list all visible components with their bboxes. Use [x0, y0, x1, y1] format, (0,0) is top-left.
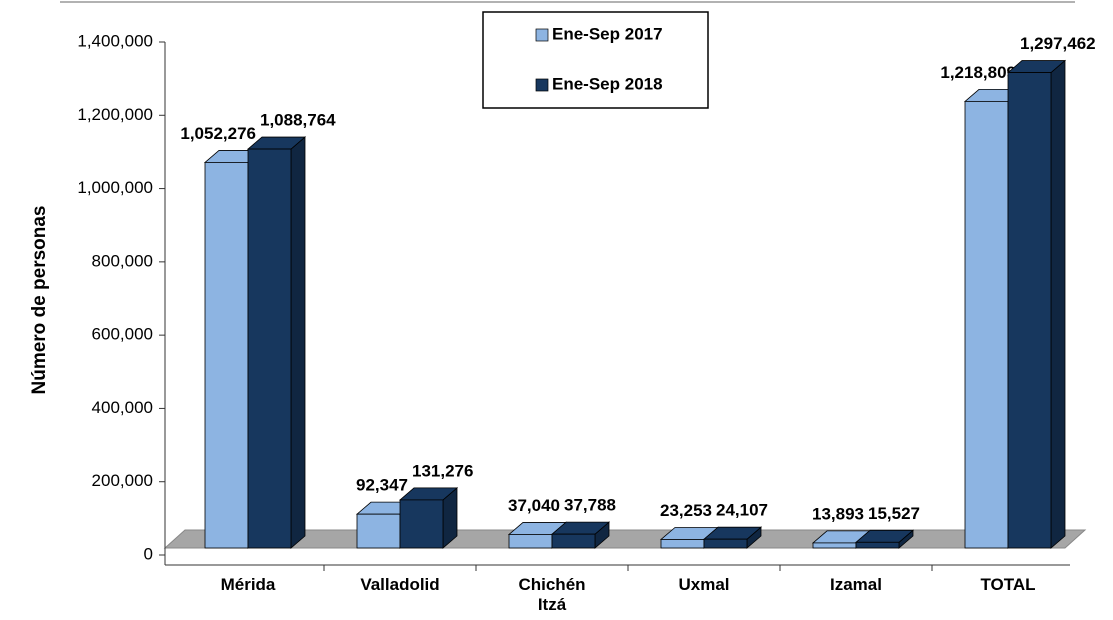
- bar-side-shade: [595, 522, 609, 548]
- y-tick-label: 1,000,000: [77, 178, 153, 197]
- legend-label: Ene-Sep 2018: [552, 74, 663, 93]
- data-label: 23,253: [660, 501, 712, 520]
- bar: [812, 542, 857, 549]
- data-label: 1,218,809: [940, 63, 1016, 82]
- y-tick-label: 800,000: [92, 251, 153, 270]
- bar: [660, 539, 705, 549]
- bar: [204, 162, 249, 549]
- x-tick-label: Izamal: [830, 575, 882, 594]
- y-tick-label: 1,200,000: [77, 105, 153, 124]
- bar: [356, 513, 401, 549]
- y-axis-title: Número de personas: [29, 206, 50, 395]
- bar-side-shade: [747, 527, 761, 548]
- legend-swatch: [535, 78, 549, 92]
- x-tick-label: Mérida: [220, 575, 276, 594]
- bar: [551, 533, 596, 549]
- legend-swatch: [535, 28, 549, 42]
- bar: [247, 148, 292, 549]
- data-label: 24,107: [716, 501, 768, 520]
- x-tick-label: Chichén Itzá: [518, 575, 586, 614]
- data-label: 1,088,764: [260, 111, 336, 130]
- x-tick-label: Uxmal: [678, 575, 730, 594]
- y-tick-label: 400,000: [92, 398, 153, 417]
- bar-side-shade: [443, 487, 457, 548]
- bar: [964, 100, 1009, 549]
- x-tick-label: TOTAL: [980, 575, 1036, 594]
- bar: [855, 541, 900, 549]
- data-label: 92,347: [356, 476, 408, 495]
- bar-side-shade: [291, 137, 305, 548]
- x-tick-label: Valladolid: [360, 575, 440, 594]
- bar-side-shade: [899, 530, 913, 548]
- legend-box: [482, 11, 709, 109]
- bar: [399, 499, 444, 549]
- bar-side-shade: [1051, 60, 1065, 549]
- data-label: 13,893: [812, 504, 864, 523]
- y-tick-label: 0: [144, 544, 153, 563]
- data-label: 1,297,462: [1020, 34, 1096, 53]
- y-tick-label: 1,400,000: [77, 31, 153, 50]
- data-label: 1,052,276: [180, 124, 256, 143]
- bar: [703, 538, 748, 549]
- bar: [1007, 72, 1052, 549]
- data-label: 37,040: [508, 496, 560, 515]
- data-label: 37,788: [564, 496, 616, 515]
- data-label: 15,527: [868, 504, 920, 523]
- bar: [508, 534, 553, 549]
- data-label: 131,276: [412, 461, 473, 480]
- y-tick-label: 600,000: [92, 325, 153, 344]
- y-tick-label: 200,000: [92, 471, 153, 490]
- legend-label: Ene-Sep 2017: [552, 24, 663, 43]
